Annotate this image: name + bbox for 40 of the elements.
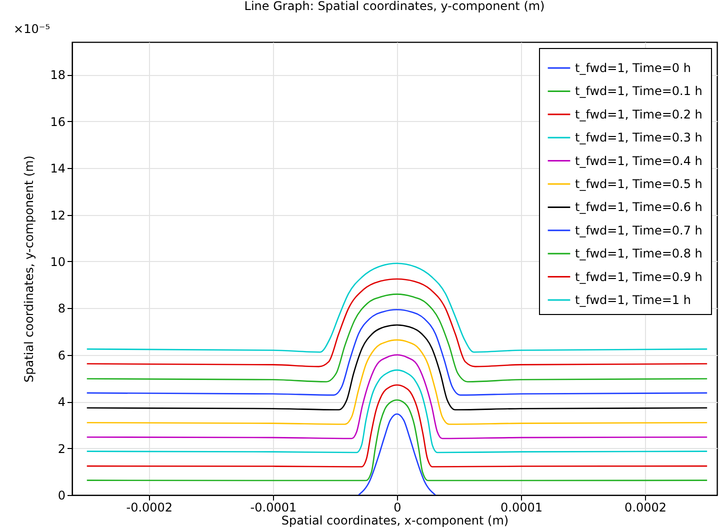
y-tick-label: 18 — [50, 68, 66, 82]
y-tick-label: 6 — [58, 348, 66, 362]
line-series — [86, 324, 708, 410]
y-tick-label: 0 — [58, 488, 66, 502]
x-tick-label: 0 — [394, 500, 402, 514]
line-series — [86, 369, 708, 454]
y-tick-label: 8 — [58, 302, 66, 316]
line-series — [86, 262, 708, 353]
x-tick-label: -0.0001 — [250, 500, 297, 514]
line-series — [86, 294, 708, 382]
line-series — [86, 354, 708, 440]
legend-label: t_fwd=1, Time=0.6 h — [575, 200, 702, 214]
legend-label: t_fwd=1, Time=0.3 h — [575, 130, 702, 145]
x-tick-label: 0.0002 — [624, 500, 667, 514]
legend-label: t_fwd=1, Time=1 h — [575, 293, 691, 307]
legend-label: t_fwd=1, Time=0 h — [575, 61, 691, 75]
legend-label: t_fwd=1, Time=0.5 h — [575, 177, 702, 191]
line-series — [358, 413, 436, 495]
legend-label: t_fwd=1, Time=0.9 h — [575, 270, 702, 284]
legend-label: t_fwd=1, Time=0.4 h — [575, 154, 702, 168]
legend-label: t_fwd=1, Time=0.1 h — [575, 84, 702, 98]
x-tick-label: 0.0001 — [500, 500, 543, 514]
legend-label: t_fwd=1, Time=0.7 h — [575, 223, 702, 238]
y-tick-label: 2 — [58, 442, 66, 456]
y-tick-label: 10 — [50, 254, 66, 269]
chart-title: Line Graph: Spatial coordinates, y-component (m) — [244, 0, 545, 13]
line-series — [86, 399, 708, 482]
y-tick-label: 4 — [58, 395, 66, 410]
x-axis-title: Spatial coordinates, x-component (m) — [281, 514, 509, 528]
y-axis-title: Spatial coordinates, y-component (m) — [22, 156, 36, 382]
line-series — [86, 339, 708, 425]
x-tick-label: -0.0002 — [126, 500, 173, 514]
y-tick-label: 12 — [50, 208, 66, 222]
line-series — [86, 308, 708, 396]
y-tick-label: 14 — [50, 162, 66, 176]
text: ×10⁻⁵ — [14, 22, 50, 36]
legend-label: t_fwd=1, Time=0.8 h — [575, 246, 702, 261]
legend-label: t_fwd=1, Time=0.2 h — [575, 107, 702, 122]
y-tick-label: 16 — [50, 114, 66, 129]
line-series — [86, 384, 708, 468]
